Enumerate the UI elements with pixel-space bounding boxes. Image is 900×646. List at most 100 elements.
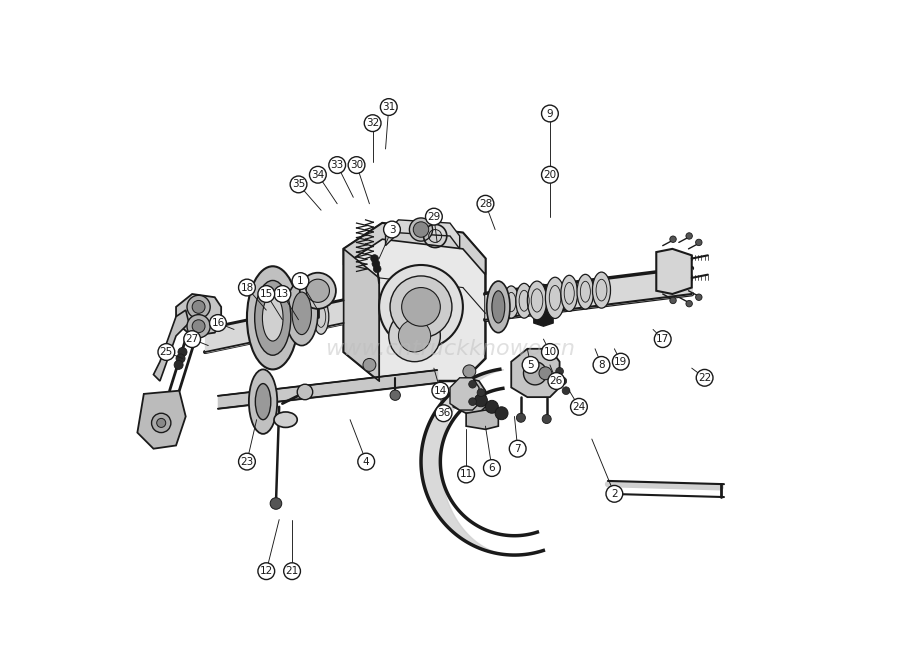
Circle shape: [542, 105, 558, 122]
Text: 10: 10: [544, 347, 556, 357]
Circle shape: [371, 255, 378, 262]
Text: 15: 15: [260, 289, 273, 299]
Circle shape: [463, 365, 476, 378]
Ellipse shape: [288, 306, 303, 339]
Text: 7: 7: [515, 444, 521, 453]
Circle shape: [542, 344, 558, 360]
Circle shape: [151, 413, 171, 433]
Text: 4: 4: [363, 457, 370, 466]
Ellipse shape: [491, 289, 506, 322]
Circle shape: [297, 384, 312, 400]
Ellipse shape: [274, 412, 297, 428]
Ellipse shape: [301, 303, 316, 337]
Ellipse shape: [527, 281, 546, 320]
Ellipse shape: [492, 291, 505, 323]
Circle shape: [670, 297, 676, 304]
Text: 27: 27: [185, 334, 199, 344]
Text: 18: 18: [240, 282, 254, 293]
Circle shape: [539, 367, 552, 380]
Circle shape: [483, 460, 500, 476]
Circle shape: [383, 221, 400, 238]
Ellipse shape: [577, 275, 594, 309]
Text: 5: 5: [527, 360, 534, 370]
Ellipse shape: [561, 275, 578, 311]
Circle shape: [696, 239, 702, 245]
Text: 36: 36: [436, 408, 450, 418]
Text: 35: 35: [292, 180, 305, 189]
Text: 6: 6: [489, 463, 495, 473]
Circle shape: [399, 320, 431, 352]
Polygon shape: [138, 391, 185, 449]
Polygon shape: [450, 378, 479, 410]
Circle shape: [654, 331, 671, 348]
Circle shape: [306, 279, 329, 302]
Circle shape: [364, 115, 381, 132]
Text: 1: 1: [297, 276, 304, 286]
Text: 2: 2: [611, 489, 617, 499]
Polygon shape: [466, 410, 499, 430]
Circle shape: [469, 398, 476, 406]
Circle shape: [174, 360, 183, 370]
Text: 21: 21: [285, 566, 299, 576]
Text: 19: 19: [614, 357, 627, 367]
Circle shape: [310, 167, 326, 183]
Polygon shape: [344, 249, 379, 381]
Circle shape: [193, 320, 205, 333]
Polygon shape: [176, 294, 221, 336]
Circle shape: [379, 265, 463, 349]
Text: 8: 8: [598, 360, 605, 370]
Ellipse shape: [503, 286, 519, 318]
Circle shape: [284, 563, 301, 579]
Circle shape: [390, 390, 400, 401]
Circle shape: [458, 466, 474, 483]
Circle shape: [374, 265, 381, 273]
Ellipse shape: [545, 277, 564, 318]
Text: 14: 14: [434, 386, 447, 396]
Circle shape: [363, 359, 376, 371]
Ellipse shape: [247, 266, 299, 370]
Circle shape: [158, 344, 175, 360]
Circle shape: [697, 370, 713, 386]
Ellipse shape: [313, 300, 328, 334]
Circle shape: [238, 279, 256, 296]
Circle shape: [477, 195, 494, 212]
Circle shape: [157, 419, 166, 428]
Circle shape: [328, 157, 346, 173]
Circle shape: [432, 382, 449, 399]
Circle shape: [542, 415, 551, 424]
Circle shape: [292, 273, 309, 289]
Circle shape: [413, 222, 428, 237]
Ellipse shape: [487, 281, 510, 333]
Circle shape: [509, 441, 526, 457]
Circle shape: [390, 276, 452, 338]
Circle shape: [686, 300, 692, 307]
Text: 9: 9: [546, 109, 554, 118]
Circle shape: [300, 273, 336, 309]
Circle shape: [469, 380, 476, 388]
Circle shape: [389, 310, 440, 362]
Circle shape: [348, 157, 364, 173]
Circle shape: [686, 233, 692, 239]
Circle shape: [290, 176, 307, 193]
Text: 31: 31: [382, 102, 395, 112]
Circle shape: [559, 377, 567, 385]
Circle shape: [270, 497, 282, 509]
Polygon shape: [154, 310, 189, 381]
Circle shape: [184, 331, 201, 348]
Polygon shape: [344, 223, 485, 275]
Circle shape: [612, 353, 629, 370]
Text: 11: 11: [460, 470, 473, 479]
Circle shape: [178, 348, 187, 357]
Polygon shape: [454, 378, 485, 413]
Circle shape: [193, 300, 205, 313]
Polygon shape: [385, 220, 460, 249]
Ellipse shape: [263, 295, 283, 341]
Text: 34: 34: [311, 170, 325, 180]
Text: 23: 23: [240, 457, 254, 466]
Text: 24: 24: [572, 402, 586, 412]
Text: 28: 28: [479, 199, 492, 209]
Text: 25: 25: [159, 347, 173, 357]
Circle shape: [410, 218, 433, 241]
Circle shape: [187, 295, 211, 318]
Text: 20: 20: [544, 170, 556, 180]
